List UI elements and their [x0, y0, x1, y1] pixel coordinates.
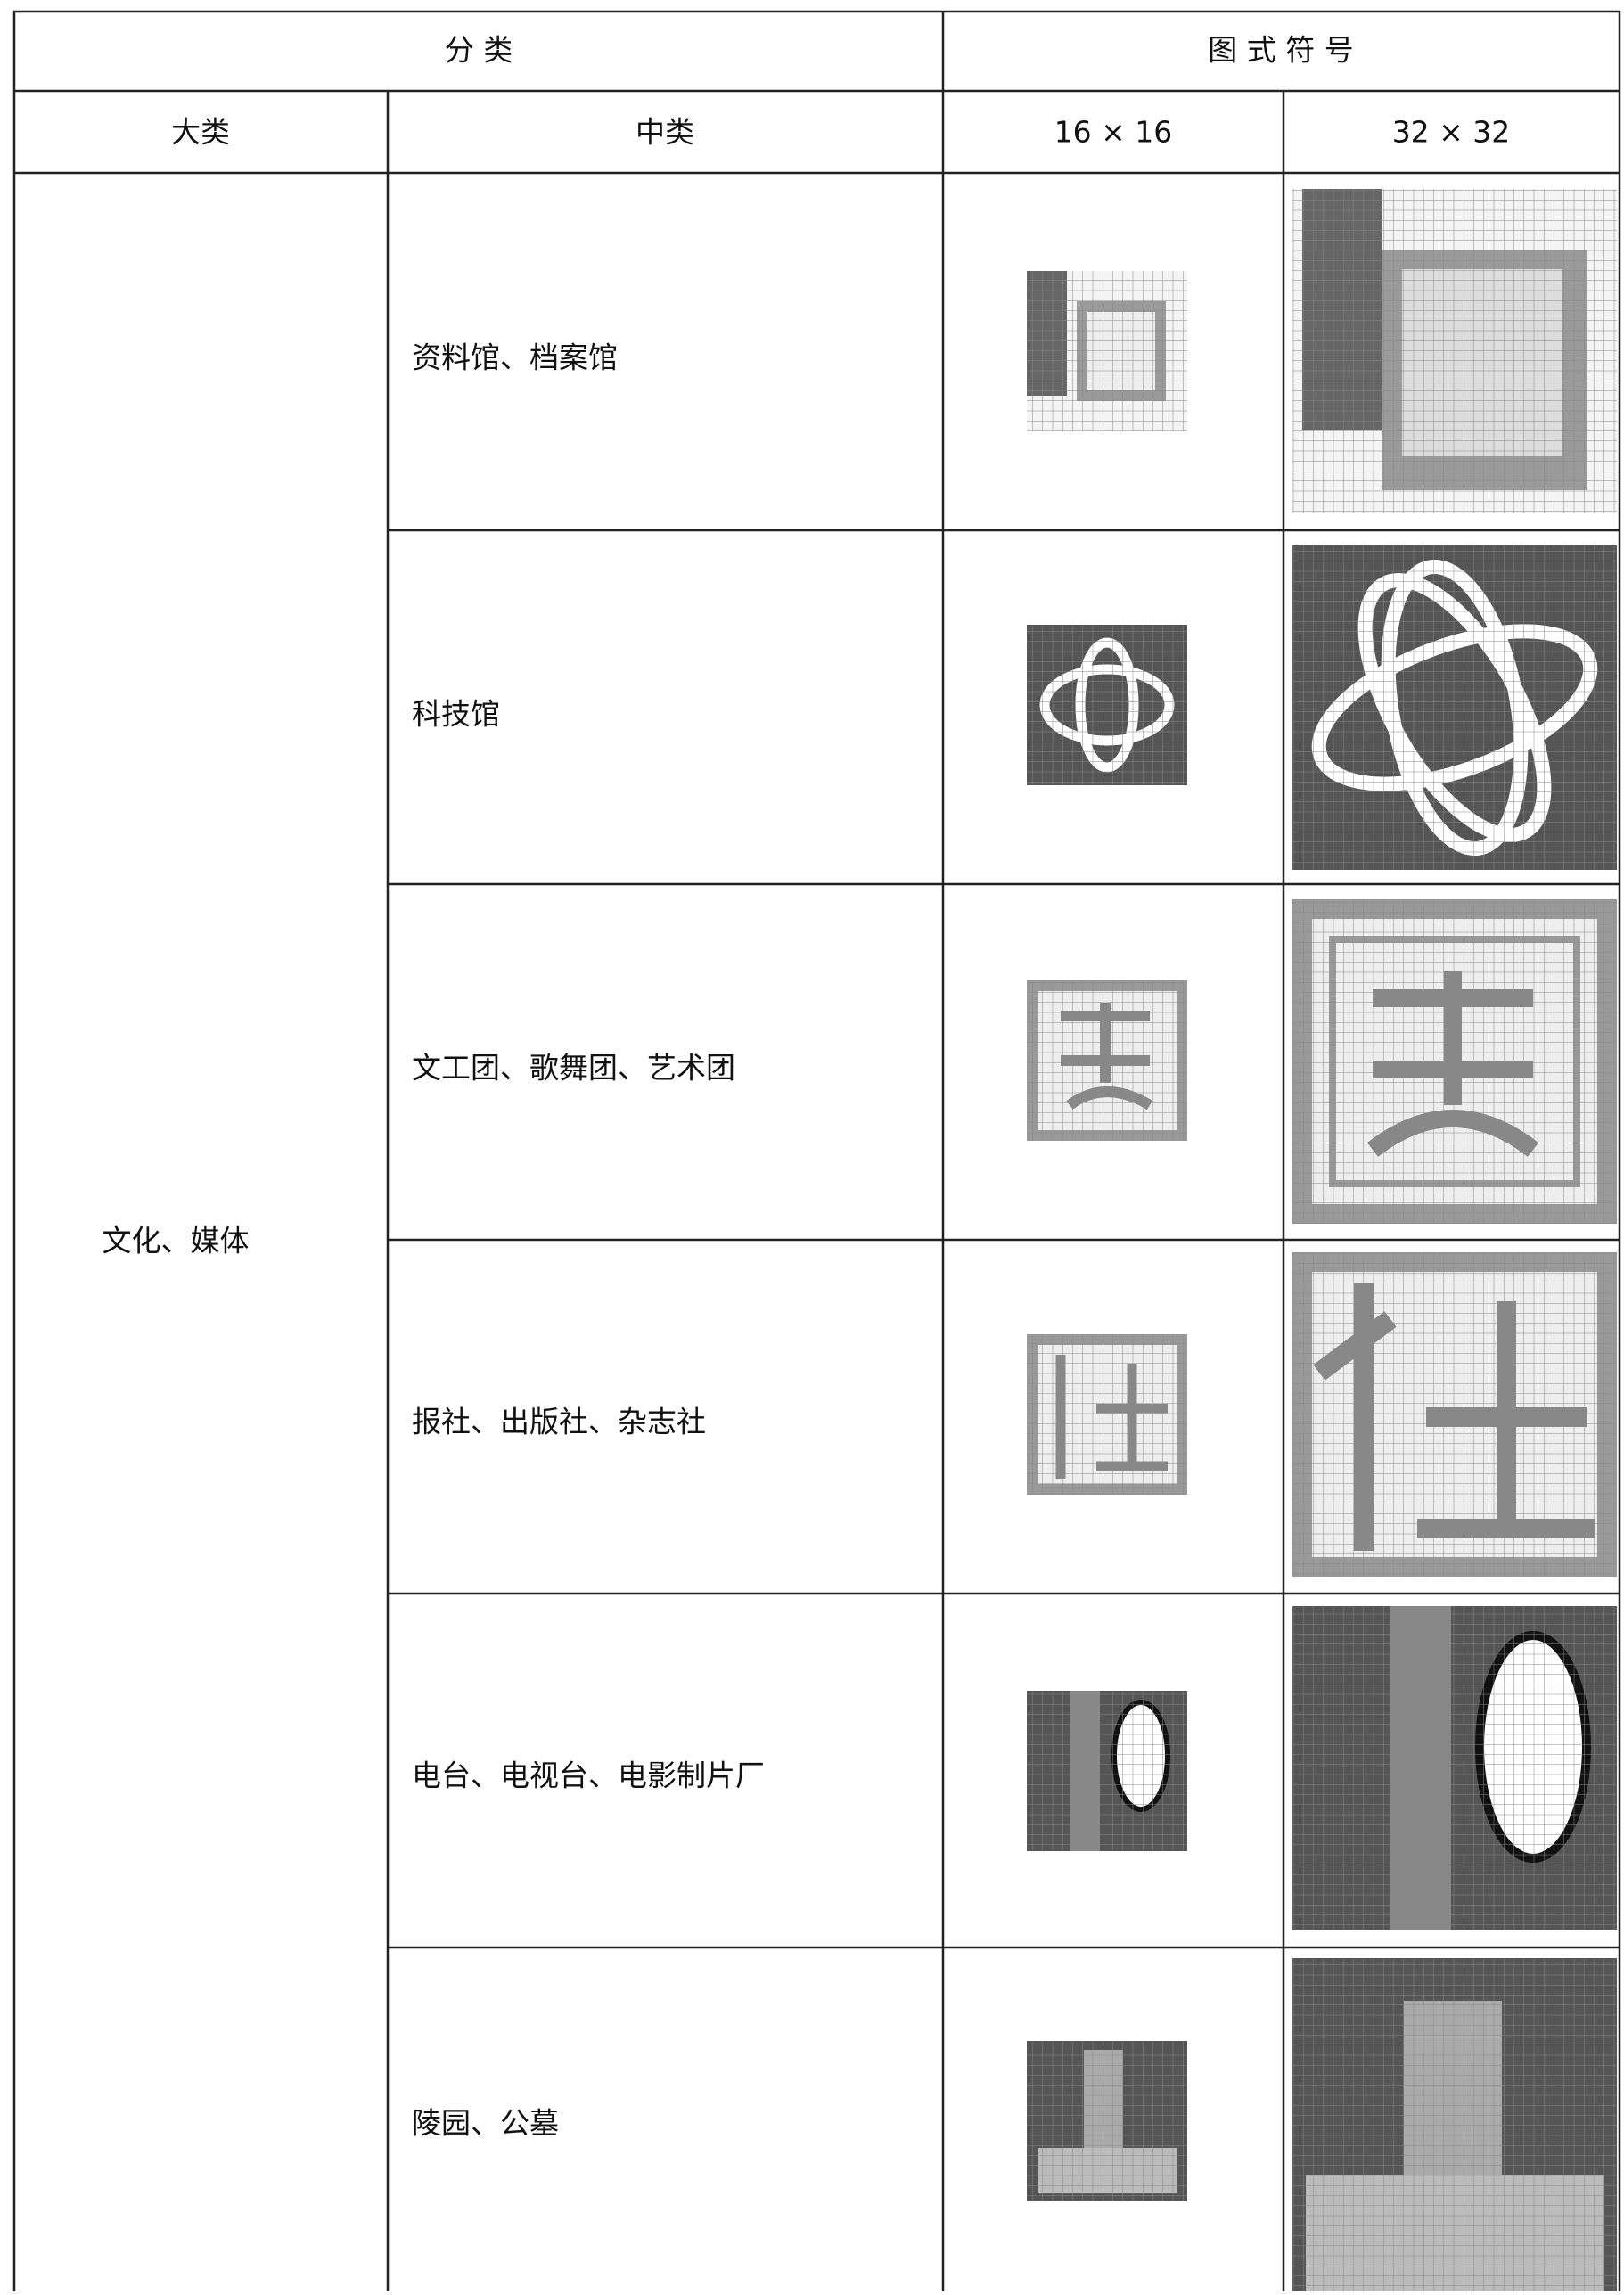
icon-16 — [1027, 2041, 1187, 2201]
icon-16 — [1027, 980, 1187, 1141]
subcategory: 文工团、歌舞团、艺术团 — [412, 1051, 735, 1086]
icon-32 — [1292, 899, 1617, 1224]
subcategory: 报社、出版社、杂志社 — [412, 1405, 706, 1439]
subcategory: 电台、电视台、电影制片厂 — [412, 1758, 765, 1793]
subheader: 大类 — [171, 115, 230, 150]
subheader: 16 × 16 — [1054, 115, 1173, 150]
icon-32 — [1292, 545, 1617, 870]
header-classification: 分 类 — [445, 33, 513, 68]
icon-32 — [1292, 189, 1617, 513]
subheader: 中类 — [636, 115, 694, 150]
icon-32 — [1292, 1958, 1617, 2291]
icon-32 — [1292, 1252, 1617, 1577]
subcategory: 陵园、公墓 — [412, 2106, 559, 2141]
subheader: 32 × 32 — [1392, 115, 1511, 150]
header-symbol: 图 式 符 号 — [1208, 33, 1353, 68]
icon-16 — [1027, 271, 1187, 431]
subcategory: 资料馆、档案馆 — [412, 340, 618, 375]
subcategory: 科技馆 — [412, 697, 500, 732]
icon-16 — [1027, 1334, 1187, 1495]
icon-16 — [1027, 625, 1187, 785]
icon-16 — [1027, 1691, 1187, 1851]
icon-32 — [1292, 1606, 1617, 1930]
major-category: 文化、媒体 — [103, 1224, 250, 1258]
table-borders — [12, 10, 1621, 2295]
